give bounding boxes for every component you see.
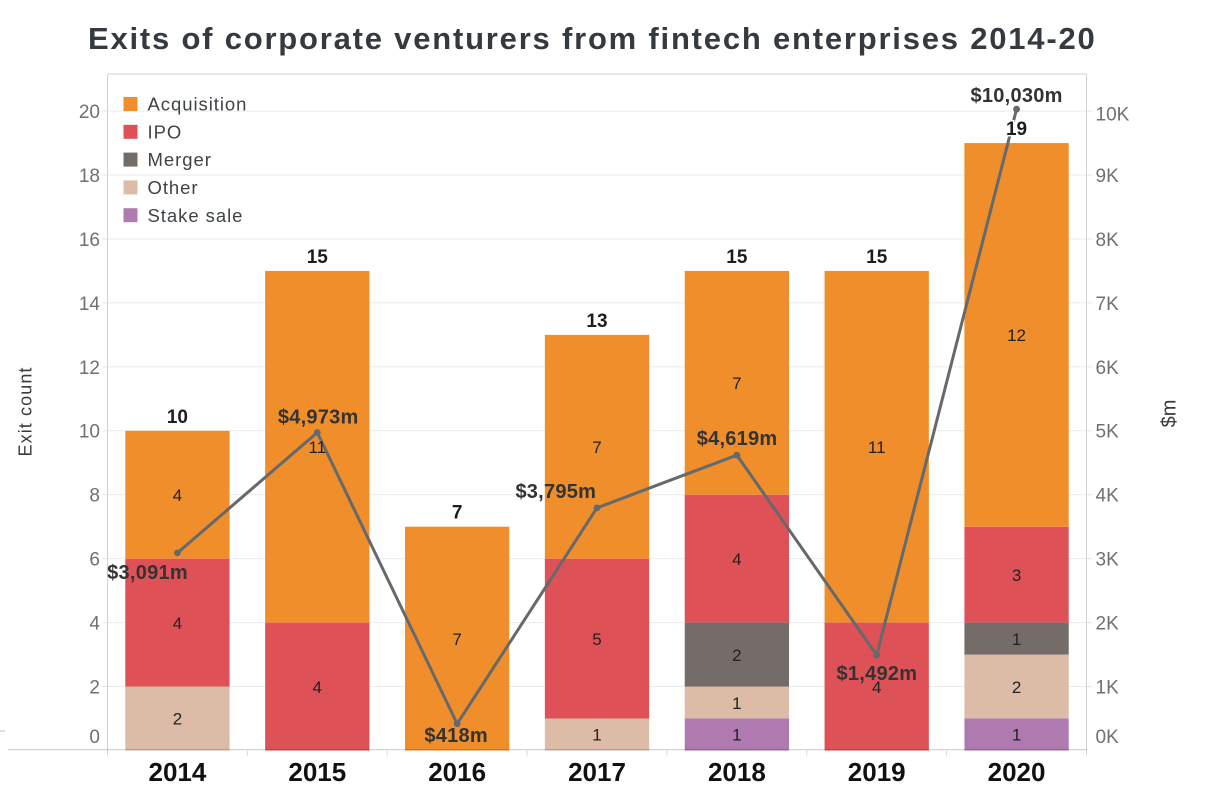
svg-text:7: 7 (452, 630, 461, 649)
svg-text:15: 15 (307, 247, 329, 268)
svg-text:16: 16 (79, 230, 100, 251)
svg-text:3: 3 (1012, 566, 1021, 585)
svg-text:Other: Other (148, 177, 199, 198)
svg-text:2: 2 (173, 710, 182, 729)
svg-text:5: 5 (592, 630, 601, 649)
svg-text:12: 12 (1007, 326, 1026, 345)
svg-text:Merger: Merger (148, 149, 212, 170)
svg-text:8: 8 (89, 486, 100, 507)
svg-text:2K: 2K (1096, 614, 1120, 635)
svg-text:20: 20 (79, 102, 100, 123)
svg-text:$m: $m (1159, 400, 1181, 428)
svg-text:2020: 2020 (988, 757, 1046, 787)
svg-text:0K: 0K (1096, 727, 1120, 748)
svg-text:2015: 2015 (288, 757, 346, 787)
svg-text:4: 4 (89, 614, 100, 635)
svg-text:2017: 2017 (568, 757, 626, 787)
svg-text:6K: 6K (1096, 358, 1120, 379)
svg-text:$1,492m: $1,492m (837, 663, 918, 685)
svg-text:12: 12 (79, 358, 100, 379)
svg-text:7: 7 (452, 503, 463, 524)
svg-text:4: 4 (732, 550, 741, 569)
svg-text:13: 13 (586, 311, 607, 332)
svg-text:$3,795m: $3,795m (515, 481, 596, 503)
svg-text:2: 2 (89, 677, 100, 698)
svg-text:19: 19 (1006, 119, 1027, 140)
svg-text:Exit count: Exit count (16, 366, 36, 456)
svg-text:4: 4 (173, 614, 182, 633)
svg-text:Exits of corporate venturers f: Exits of corporate venturers from fintec… (88, 21, 1097, 56)
svg-text:1: 1 (732, 694, 741, 713)
svg-text:3K: 3K (1096, 550, 1120, 571)
svg-text:8K: 8K (1096, 230, 1120, 251)
svg-text:2: 2 (1012, 678, 1021, 697)
svg-text:2014: 2014 (149, 757, 207, 787)
svg-text:1K: 1K (1096, 677, 1120, 698)
svg-text:5K: 5K (1096, 422, 1120, 443)
svg-text:0: 0 (89, 727, 100, 748)
svg-text:1: 1 (592, 726, 601, 745)
svg-text:11: 11 (308, 438, 326, 457)
svg-text:15: 15 (726, 247, 748, 268)
svg-text:1: 1 (1012, 726, 1021, 745)
svg-text:2018: 2018 (708, 757, 766, 787)
svg-text:$4,973m: $4,973m (278, 406, 359, 428)
svg-text:$10,030m: $10,030m (971, 85, 1063, 107)
svg-text:10: 10 (79, 422, 100, 443)
svg-text:1: 1 (1012, 630, 1021, 649)
svg-text:6: 6 (89, 550, 100, 571)
svg-text:10: 10 (167, 407, 188, 428)
svg-text:IPO: IPO (148, 121, 183, 142)
svg-text:4K: 4K (1096, 486, 1120, 507)
svg-text:$3,091m: $3,091m (107, 562, 188, 584)
svg-text:14: 14 (79, 294, 101, 315)
svg-text:$418m: $418m (424, 725, 488, 747)
svg-text:4: 4 (313, 678, 322, 697)
svg-text:1: 1 (732, 726, 741, 745)
svg-text:10K: 10K (1096, 105, 1130, 126)
svg-text:2: 2 (732, 646, 741, 665)
svg-text:4: 4 (872, 678, 881, 697)
svg-text:Stake sale: Stake sale (148, 205, 244, 226)
svg-text:7K: 7K (1096, 294, 1120, 315)
svg-text:11: 11 (868, 438, 886, 457)
svg-text:7: 7 (732, 374, 741, 393)
svg-text:15: 15 (866, 247, 888, 268)
svg-text:Acquisition: Acquisition (148, 94, 248, 115)
svg-text:7: 7 (592, 438, 601, 457)
svg-text:$4,619m: $4,619m (697, 428, 778, 450)
svg-text:18: 18 (79, 166, 100, 187)
svg-text:4: 4 (173, 486, 182, 505)
svg-text:2019: 2019 (848, 757, 906, 787)
svg-text:9K: 9K (1096, 166, 1120, 187)
svg-text:2016: 2016 (428, 757, 486, 787)
